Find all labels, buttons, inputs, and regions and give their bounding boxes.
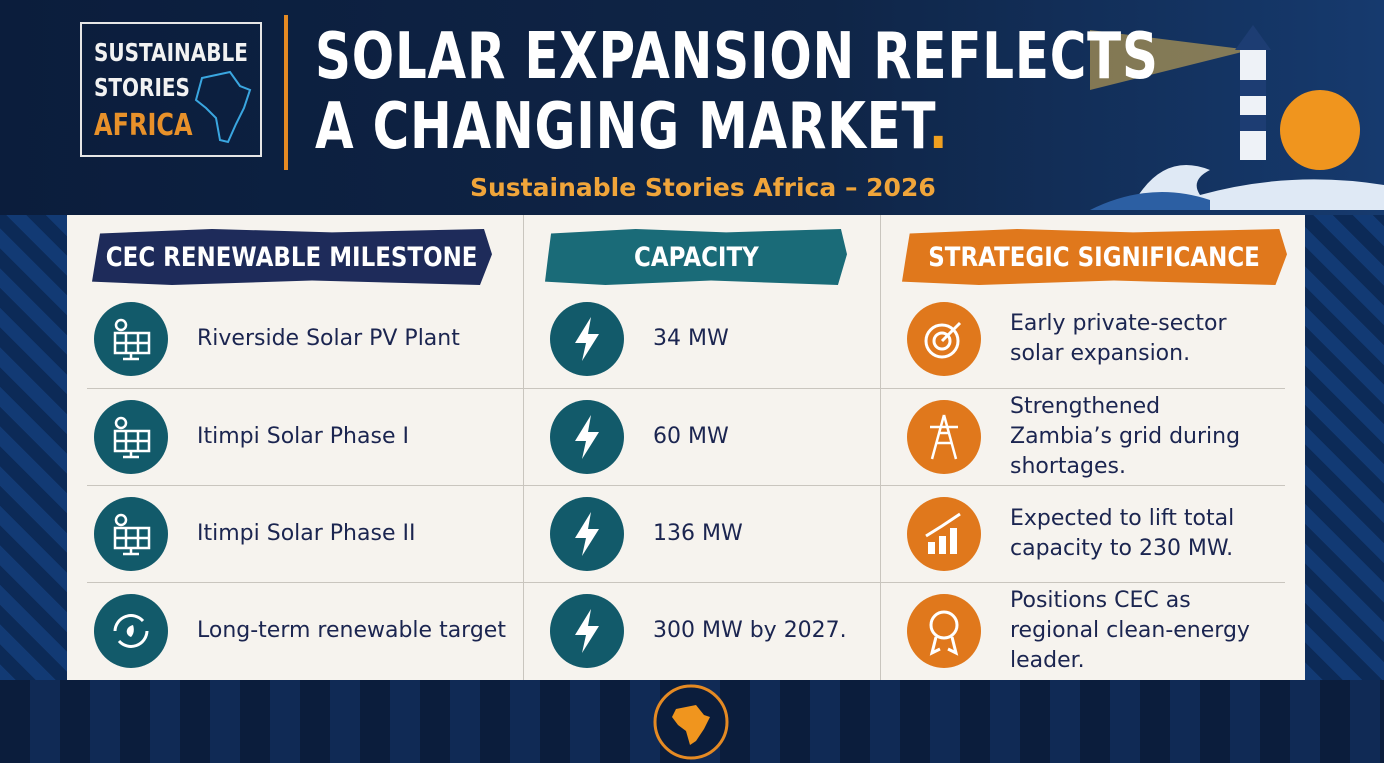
icon: [550, 399, 624, 474]
row-separator: [87, 485, 1285, 486]
cell-text: Expected to lift total capacity to 230 M…: [1010, 505, 1235, 561]
table-cell: Expected to lift total capacity to 230 M…: [1010, 485, 1295, 582]
table-panel: CEC RENEWABLE MILESTONE CAPACITY STRATEGIC…: [67, 215, 1305, 680]
table-cell: Long-term renewable target: [197, 582, 513, 679]
cell-text: Strengthened Zambia’s grid during shorta…: [1010, 393, 1241, 479]
table-cell: 34 MW: [653, 290, 870, 387]
row-separator: [87, 388, 1285, 389]
column-header: CEC RENEWABLE MILESTONE: [92, 229, 492, 285]
table-cell: 60 MW: [653, 388, 870, 485]
column-separator: [523, 215, 524, 680]
africa-outline: [194, 70, 252, 144]
logo-text: SUSTAINABLE: [94, 38, 248, 67]
title: A CHANGING MARKET.: [315, 90, 949, 164]
subtitle: Sustainable Stories Africa – 2026: [470, 173, 936, 202]
table-cell: 136 MW: [653, 485, 870, 582]
cell-text: 136 MW: [653, 520, 743, 546]
title-text: A CHANGING MARKET: [315, 90, 929, 164]
column-header-text: STRATEGIC SIGNIFICANCE: [928, 241, 1261, 273]
table-cell: Early private-sector solar expansion.: [1010, 290, 1295, 387]
table-cell: Itimpi Solar Phase I: [197, 388, 513, 485]
icon: [94, 593, 168, 668]
cell-text: Long-term renewable target: [197, 617, 506, 643]
row-separator: [87, 582, 1285, 583]
icon: [907, 301, 981, 376]
icon: [94, 496, 168, 571]
icon: [550, 301, 624, 376]
cell-text: Itimpi Solar Phase I: [197, 423, 409, 449]
icon: [907, 399, 981, 474]
icon: [550, 593, 624, 668]
table-cell: Itimpi Solar Phase II: [197, 485, 513, 582]
cell-text: 34 MW: [653, 325, 729, 351]
column-header: STRATEGIC SIGNIFICANCE: [902, 229, 1287, 285]
icon: [94, 301, 168, 376]
icon: [550, 496, 624, 571]
africa-medal: [653, 684, 729, 760]
icon: [907, 496, 981, 571]
table-cell: Strengthened Zambia’s grid during shorta…: [1010, 388, 1295, 485]
lighthouse-art: [1090, 25, 1384, 210]
cell-text: Itimpi Solar Phase II: [197, 520, 416, 546]
table-cell: Positions CEC as regional clean-energy l…: [1010, 582, 1295, 679]
logo-text: AFRICA: [94, 108, 193, 143]
column-header-text: CEC RENEWABLE MILESTONE: [106, 241, 478, 273]
table-cell: Riverside Solar PV Plant: [197, 290, 513, 387]
logo: SUSTAINABLE STORIES AFRICA: [80, 22, 262, 157]
logo-text: STORIES: [94, 73, 190, 102]
banner: [0, 0, 1384, 215]
cell-text: Positions CEC as regional clean-energy l…: [1010, 587, 1250, 673]
cell-text: Early private-sector solar expansion.: [1010, 310, 1227, 366]
column-header: CAPACITY: [545, 229, 847, 285]
cell-text: 60 MW: [653, 423, 729, 449]
column-header-text: CAPACITY: [633, 241, 759, 273]
column-separator: [880, 215, 881, 680]
cell-text: Riverside Solar PV Plant: [197, 325, 460, 351]
divider: [284, 15, 288, 170]
title-period: .: [928, 90, 949, 164]
cell-text: 300 MW by 2027.: [653, 617, 847, 643]
icon: [907, 593, 981, 668]
title: SOLAR EXPANSION REFLECTS: [315, 20, 1159, 94]
icon: [94, 399, 168, 474]
table-cell: 300 MW by 2027.: [653, 582, 870, 679]
